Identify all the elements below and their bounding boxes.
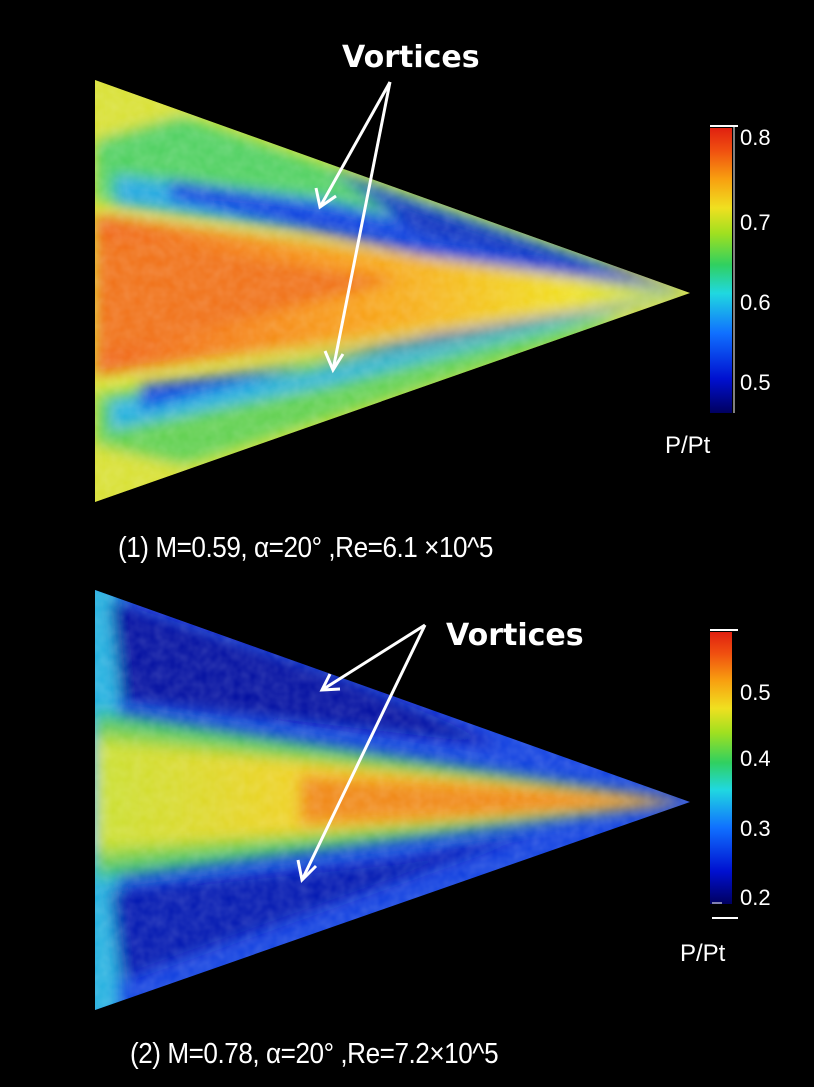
vortex-arrows-1 (314, 81, 392, 374)
colorbar-title-1: P/Pt (665, 432, 711, 459)
pressure-map-1 (95, 80, 738, 502)
colorbar-tick-1-0: 0.8 (740, 125, 771, 150)
colorbar-tick-2-1: 0.4 (740, 746, 771, 771)
colorbar-tick-1-2: 0.6 (740, 290, 771, 315)
pressure-map-2 (95, 590, 738, 1010)
pressure-map-panel-2: Vortices 0.5 0.4 0.3 0.2 P/Pt (2) M=0.78… (0, 560, 814, 1087)
colorbar-tick-1-1: 0.7 (740, 210, 771, 235)
colorbar-2 (710, 632, 732, 904)
colorbar-tick-2-0: 0.5 (740, 680, 771, 705)
colorbar-tick-1-3: 0.5 (740, 370, 771, 395)
colorbar-tick-2-2: 0.3 (740, 816, 771, 841)
caption-1: (1) M=0.59, α=20° ,Re=6.1 ×10^5 (118, 532, 493, 564)
delta-wing-1 (95, 80, 690, 502)
vortex-label-2: Vortices (446, 618, 584, 653)
colorbar-tick-2-3: 0.2 (740, 885, 771, 910)
pressure-map-panel-1: Vortices 0.8 0.7 0.6 0.5 P/Pt (1) M=0.59… (95, 40, 771, 564)
vortex-arrows-2 (296, 623, 427, 884)
vortex-label-1: Vortices (342, 40, 480, 75)
caption-2: (2) M=0.78, α=20° ,Re=7.2×10^5 (130, 1038, 499, 1070)
colorbar-title-2: P/Pt (680, 940, 726, 967)
colorbar-1 (710, 128, 732, 413)
